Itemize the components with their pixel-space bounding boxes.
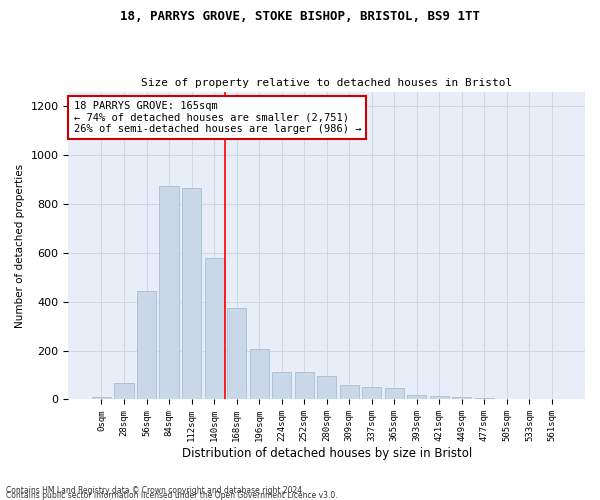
Bar — [92, 397, 111, 400]
Bar — [272, 372, 291, 400]
Bar — [205, 258, 224, 400]
Text: Contains HM Land Registry data © Crown copyright and database right 2024.: Contains HM Land Registry data © Crown c… — [6, 486, 305, 495]
Bar — [407, 394, 427, 400]
Bar — [362, 388, 382, 400]
Bar — [160, 186, 179, 400]
Bar — [137, 290, 156, 400]
Text: 18, PARRYS GROVE, STOKE BISHOP, BRISTOL, BS9 1TT: 18, PARRYS GROVE, STOKE BISHOP, BRISTOL,… — [120, 10, 480, 23]
Bar — [430, 396, 449, 400]
Bar — [340, 385, 359, 400]
Bar — [182, 188, 201, 400]
Bar — [295, 372, 314, 400]
Y-axis label: Number of detached properties: Number of detached properties — [15, 164, 25, 328]
X-axis label: Distribution of detached houses by size in Bristol: Distribution of detached houses by size … — [182, 447, 472, 460]
Text: Contains public sector information licensed under the Open Government Licence v3: Contains public sector information licen… — [6, 490, 338, 500]
Title: Size of property relative to detached houses in Bristol: Size of property relative to detached ho… — [141, 78, 512, 88]
Bar — [317, 376, 336, 400]
Bar — [115, 383, 134, 400]
Bar — [452, 396, 472, 400]
Text: 18 PARRYS GROVE: 165sqm
← 74% of detached houses are smaller (2,751)
26% of semi: 18 PARRYS GROVE: 165sqm ← 74% of detache… — [74, 101, 361, 134]
Bar — [497, 398, 517, 400]
Bar — [227, 308, 246, 400]
Bar — [475, 398, 494, 400]
Bar — [385, 388, 404, 400]
Bar — [250, 350, 269, 400]
